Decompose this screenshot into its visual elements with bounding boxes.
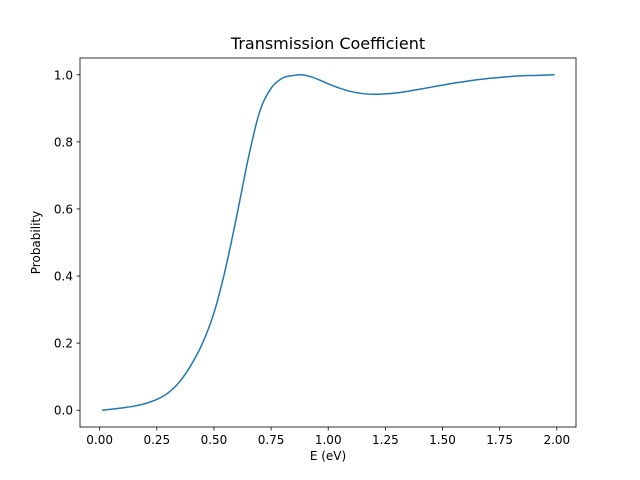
y-tick-label: 0.0: [54, 404, 73, 418]
x-tick-label: 1.75: [486, 433, 513, 447]
series-line: [101, 73, 555, 411]
x-tick-label: 1.50: [429, 433, 456, 447]
x-tick-label: 0.75: [258, 433, 285, 447]
x-tick-label: 0.00: [86, 433, 113, 447]
x-tick-label: 0.25: [143, 433, 170, 447]
chart-title: Transmission Coefficient: [230, 34, 425, 53]
y-tick-label: 0.6: [54, 202, 73, 216]
plot-layer: [101, 73, 555, 411]
y-axis-label: Probability: [29, 211, 43, 274]
y-axis-ticks: 0.0 0.2 0.4 0.6 0.8 1.0: [54, 68, 80, 418]
y-tick-label: 0.2: [54, 337, 73, 351]
y-tick-label: 0.8: [54, 135, 73, 149]
y-tick-label: 1.0: [54, 68, 73, 82]
x-tick-label: 1.25: [372, 433, 399, 447]
x-axis-label: E (eV): [310, 449, 346, 463]
x-tick-label: 2.00: [543, 433, 570, 447]
x-tick-label: 1.00: [315, 433, 342, 447]
x-axis-ticks: 0.00 0.25 0.50 0.75 1.00 1.25 1.50 1.75 2.00: [86, 427, 570, 447]
y-tick-label: 0.4: [54, 270, 73, 284]
x-tick-label: 0.50: [201, 433, 228, 447]
